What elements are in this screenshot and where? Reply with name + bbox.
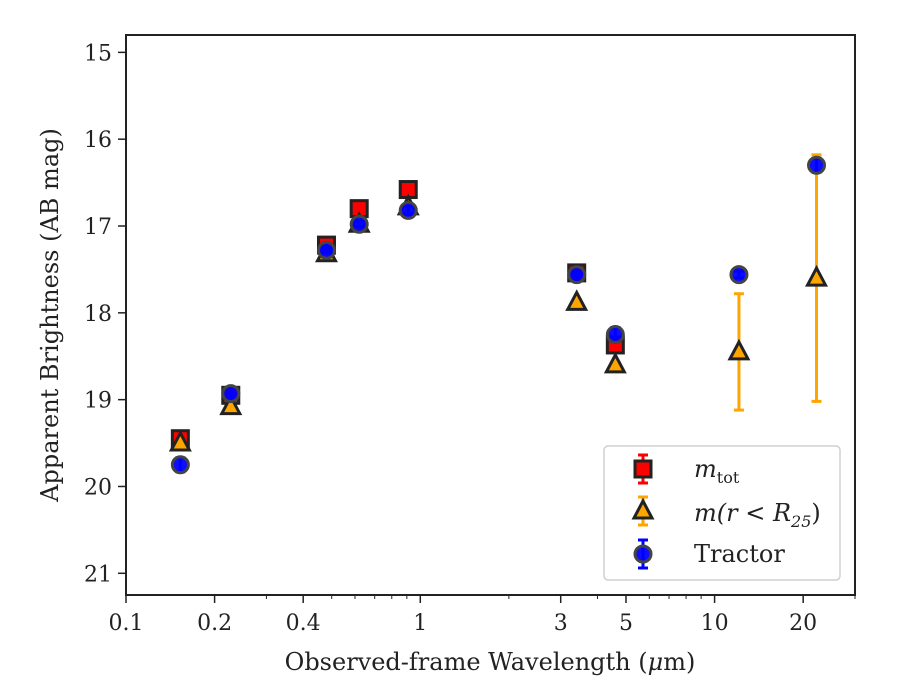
y-tick-label: 18 [84,302,112,327]
legend-label-tractor: Tractor [694,540,785,568]
x-tick-label: 0.4 [286,611,321,636]
data-point-tractor [807,155,827,175]
legend-marker-mr25 [631,497,655,520]
plot-frame [125,34,856,596]
x-tick-label: 0.2 [197,611,232,636]
data-point-tractor [567,265,587,285]
data-point-tractor [170,455,190,475]
y-tick-label: 16 [84,128,112,153]
x-tick-label: 5 [619,611,633,636]
data-point-mr25 [805,264,829,287]
y-tick-label: 20 [84,475,112,500]
legend-label-mtot: mtot [694,455,740,487]
legend-label-mr25: m(r < R25) [694,499,821,531]
x-tick-label: 20 [789,611,817,636]
legend-markers [631,453,655,570]
legend-box [603,445,841,581]
data-point-mr25 [727,338,751,361]
data-point-mr25 [219,393,243,416]
data-point-tractor [316,240,336,260]
x-axis-title: Observed-frame Wavelength (μm) [285,648,696,676]
plot-area [168,153,829,475]
data-point-tractor [398,200,418,220]
y-axis-title: Apparent Brightness (AB mag) [36,128,64,503]
x-tick-label: 1 [413,611,427,636]
x-tick-label: 10 [701,611,729,636]
data-point-tractor [605,325,625,345]
y-tick-label: 21 [84,562,112,587]
data-point-tractor [349,214,369,234]
series-mtot [170,180,625,449]
data-point-tractor [729,265,749,285]
data-point-mr25 [565,289,589,311]
axes: 0.1 0.2 0.4 1 3 5 10 20 15 16 17 18 19 20 21 [84,41,856,636]
x-tick-label: 3 [554,611,568,636]
data-point-mr25 [603,351,627,374]
y-tick-label: 19 [84,389,112,414]
series-tractor [170,155,827,475]
x-tick-label: 0.1 [109,611,144,636]
series-mr25 [168,153,829,452]
y-tick-label: 15 [84,41,112,66]
y-tick-label: 17 [84,215,112,240]
data-point-mr25 [168,429,192,452]
legend-marker-mtot [633,459,653,479]
legend: mtot m(r < R25) Tractor [603,445,841,581]
legend-marker-tractor [633,544,653,564]
data-point-tractor [221,384,241,404]
